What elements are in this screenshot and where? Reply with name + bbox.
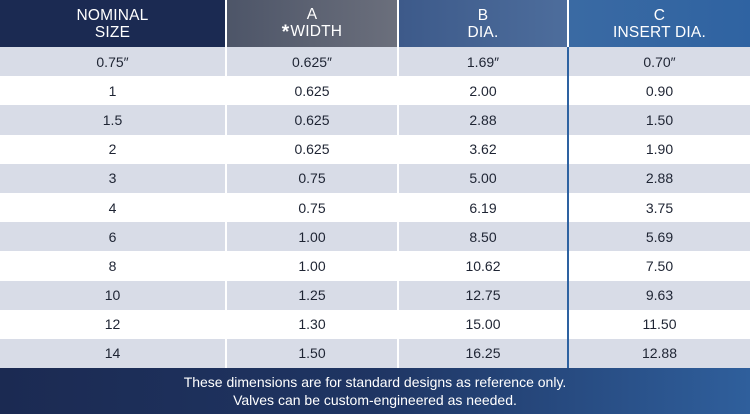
insert-diameter-cell: 1.50	[567, 105, 750, 135]
diameter-cell: 16.25	[397, 338, 567, 369]
table-body: 0.75″ 0.625″ 1.69″ 0.70″ 1 0.625 2.00 0.90 1.5 0.…	[0, 47, 750, 369]
insert-diameter-cell: 0.90	[567, 76, 750, 106]
width-cell: 0.75	[225, 192, 397, 223]
header-diameter-line1: B	[477, 6, 489, 24]
table-row: 3 0.75 5.00 2.88	[0, 163, 750, 193]
header-width: A *WIDTH	[227, 0, 397, 47]
nominal-size-cell: 0.75″	[96, 53, 129, 70]
nominal-size-cell: 3	[108, 170, 117, 187]
nominal-size-cell: 8	[108, 257, 117, 274]
width-cell: 0.75	[225, 163, 397, 193]
footer-note-line1: These dimensions are for standard design…	[183, 374, 567, 390]
insert-diameter-cell: 3.75	[567, 192, 750, 223]
table-row: 1 0.625 2.00 0.90	[0, 76, 750, 106]
header-insert-diameter-line1: C	[653, 6, 666, 24]
header-nominal-size-line1: NOMINAL	[76, 6, 149, 24]
header-width-line2: WIDTH	[290, 23, 343, 40]
diameter-cell: 5.00	[397, 163, 567, 193]
insert-diameter-cell: 2.88	[567, 163, 750, 193]
diameter-cell: 2.00	[397, 76, 567, 106]
diameter-cell: 1.69″	[397, 47, 567, 77]
width-cell: 0.625	[225, 76, 397, 106]
width-cell: 0.625″	[225, 47, 397, 77]
header-diameter-line2: DIA.	[467, 23, 499, 41]
insert-diameter-cell: 12.88	[567, 338, 750, 369]
table-row: 2 0.625 3.62 1.90	[0, 134, 750, 164]
header-width-line2-wrap: *WIDTH	[281, 22, 343, 43]
nominal-size-cell: 2	[108, 141, 117, 158]
width-cell: 1.50	[225, 338, 397, 369]
table-row: 0.75″ 0.625″ 1.69″ 0.70″	[0, 47, 750, 77]
table-header: NOMINAL SIZE A *WIDTH B DIA. C INSERT DI…	[0, 0, 750, 47]
diameter-cell: 8.50	[397, 222, 567, 252]
asterisk-icon: *	[281, 22, 290, 43]
table-row: 14 1.50 16.25 12.88	[0, 338, 750, 369]
width-cell: 1.30	[225, 309, 397, 339]
insert-diameter-cell: 9.63	[567, 280, 750, 310]
diameter-cell: 3.62	[397, 134, 567, 164]
table-row: 8 1.00 10.62 7.50	[0, 251, 750, 281]
nominal-size-cell: 4	[108, 199, 117, 216]
nominal-size-cell: 1	[108, 82, 117, 99]
insert-diameter-cell: 7.50	[567, 251, 750, 281]
header-nominal-size: NOMINAL SIZE	[0, 0, 225, 47]
diameter-cell: 6.19	[397, 192, 567, 223]
width-cell: 1.00	[225, 222, 397, 252]
table-row: 4 0.75 6.19 3.75	[0, 192, 750, 223]
nominal-size-cell: 14	[104, 345, 121, 362]
header-diameter: B DIA.	[399, 0, 567, 47]
insert-diameter-cell: 0.70″	[567, 47, 750, 77]
footer-note: These dimensions are for standard design…	[0, 368, 750, 414]
diameter-cell: 12.75	[397, 280, 567, 310]
insert-diameter-cell: 11.50	[567, 309, 750, 339]
nominal-size-cell: 12	[104, 316, 121, 333]
width-cell: 0.625	[225, 105, 397, 135]
header-insert-diameter-line2: INSERT DIA.	[613, 23, 706, 41]
nominal-size-cell: 6	[108, 228, 117, 245]
table-row: 12 1.30 15.00 11.50	[0, 309, 750, 339]
width-cell: 1.25	[225, 280, 397, 310]
insert-diameter-cell: 5.69	[567, 222, 750, 252]
nominal-size-cell: 1.5	[102, 111, 123, 128]
diameter-cell: 2.88	[397, 105, 567, 135]
table-row: 1.5 0.625 2.88 1.50	[0, 105, 750, 135]
header-nominal-size-line2: SIZE	[94, 23, 131, 41]
nominal-size-cell: 10	[104, 287, 121, 304]
footer-note-line2: Valves can be custom-engineered as neede…	[233, 392, 517, 408]
diameter-cell: 15.00	[397, 309, 567, 339]
table-row: 10 1.25 12.75 9.63	[0, 280, 750, 310]
width-cell: 1.00	[225, 251, 397, 281]
header-width-line1: A	[306, 6, 318, 23]
insert-diameter-cell: 1.90	[567, 134, 750, 164]
diameter-cell: 10.62	[397, 251, 567, 281]
header-insert-diameter: C INSERT DIA.	[569, 0, 750, 47]
width-cell: 0.625	[225, 134, 397, 164]
table-row: 6 1.00 8.50 5.69	[0, 222, 750, 252]
